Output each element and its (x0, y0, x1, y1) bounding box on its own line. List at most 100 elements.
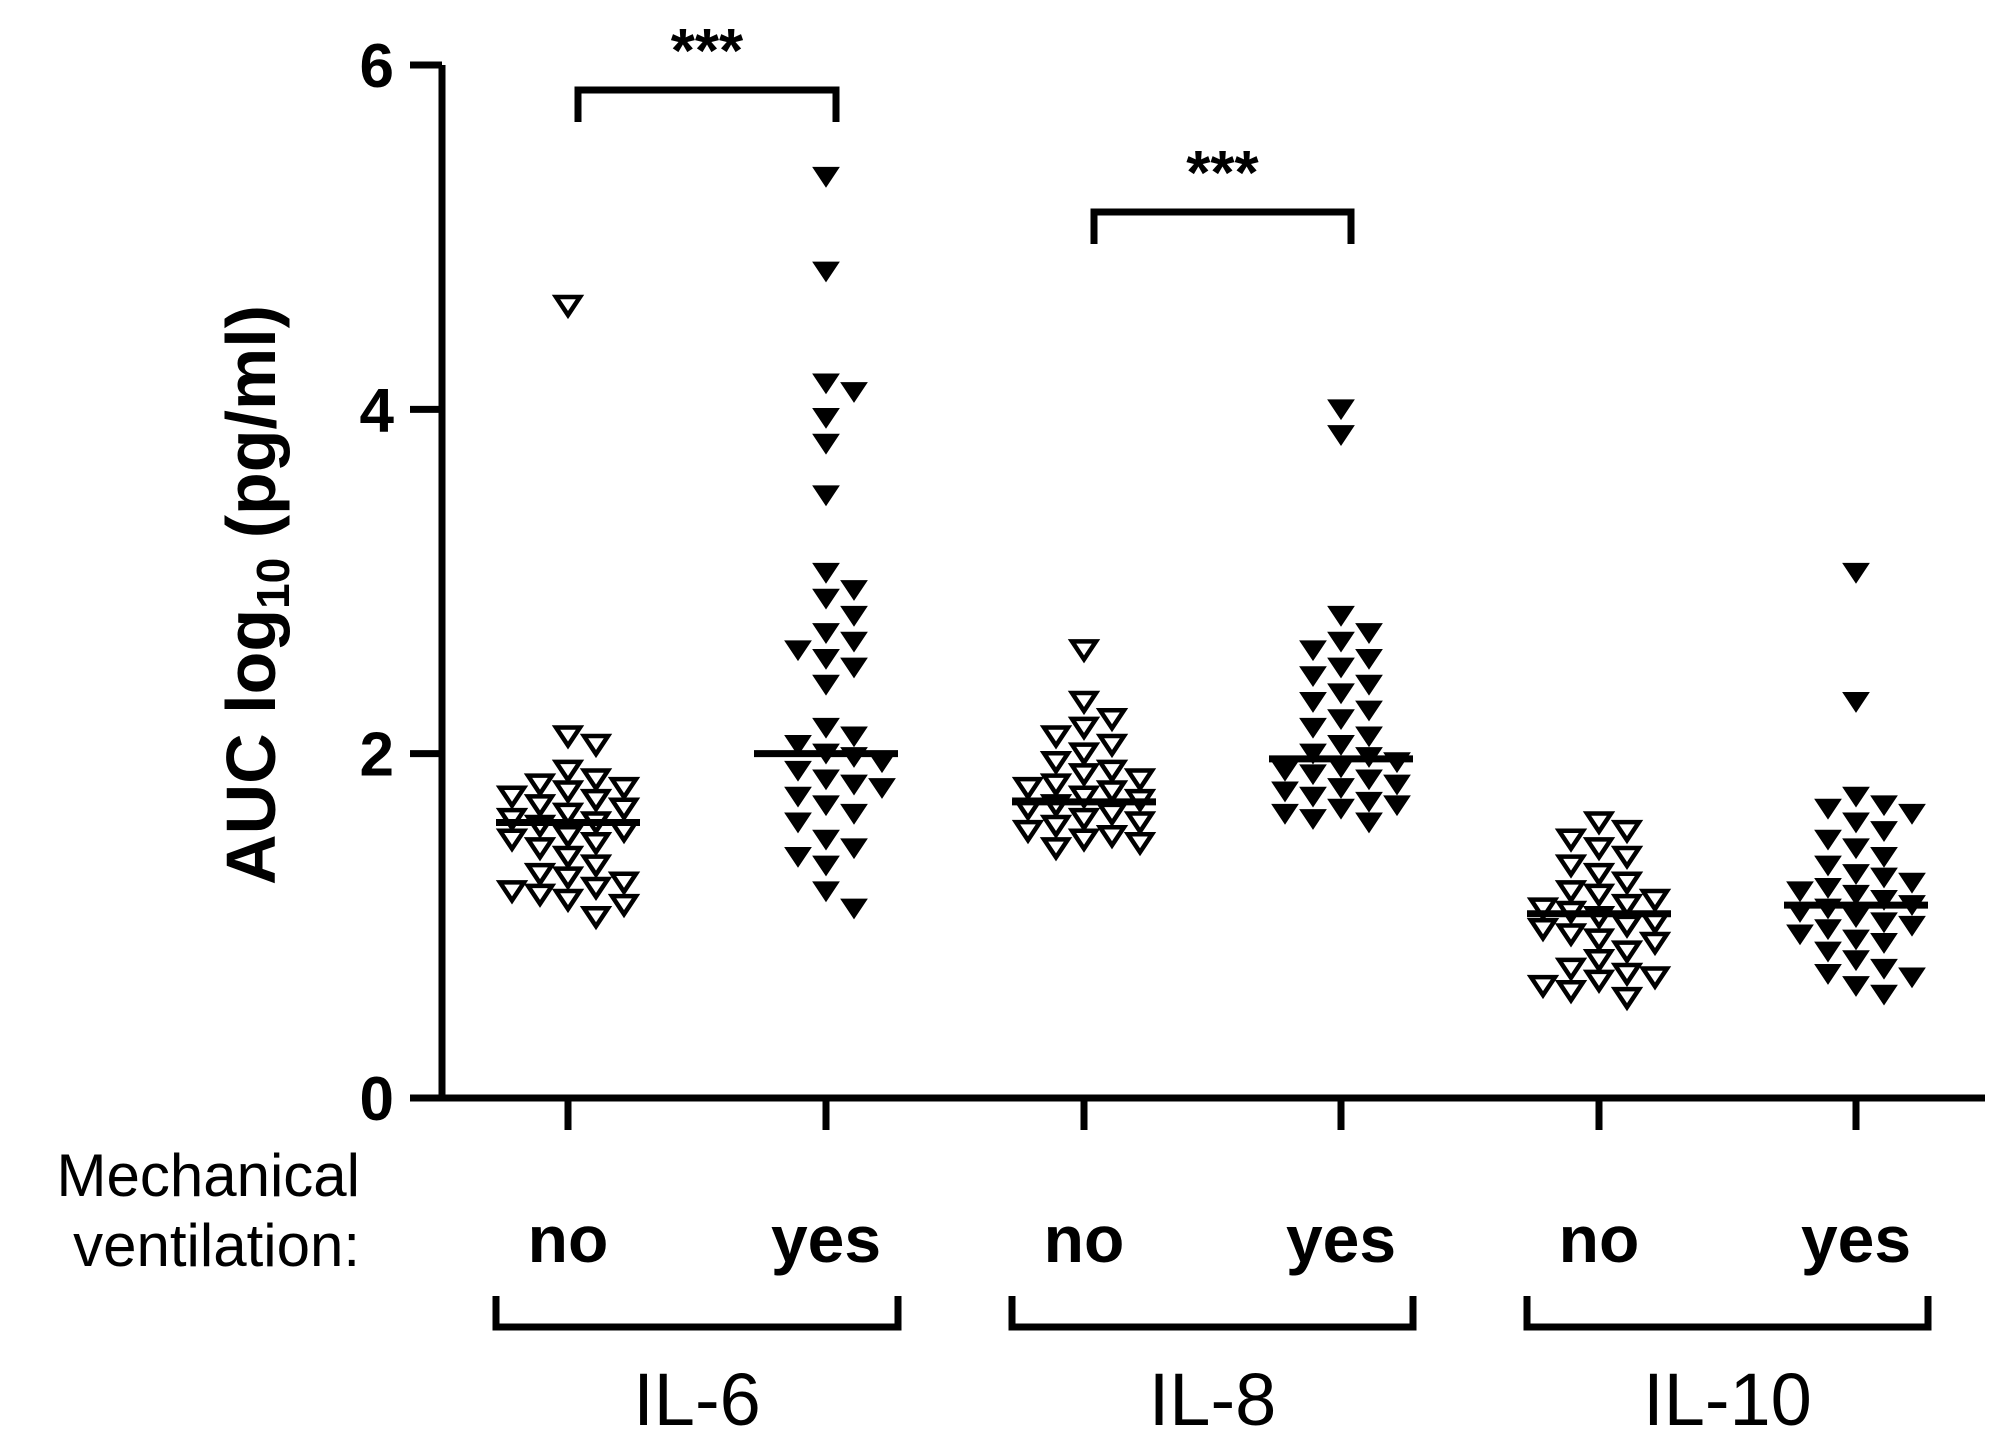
significance-stars: *** (671, 17, 744, 86)
legend-title-line2: ventilation: (73, 1212, 360, 1279)
filled-triangle-point (1842, 864, 1870, 885)
filled-triangle-point (812, 373, 840, 395)
group-labels: IL-6 IL-8 IL-10 (492, 1296, 1932, 1433)
open-triangle-point (1610, 986, 1644, 1012)
open-triangle-point (607, 797, 641, 822)
filled-triangle-point (1842, 692, 1870, 713)
open-triangle-point (579, 854, 613, 879)
open-triangle-point (1011, 819, 1045, 845)
open-triangle-point (1610, 893, 1644, 919)
group-bracket (1008, 1296, 1417, 1331)
filled-triangle-point (1870, 984, 1898, 1006)
group-bracket (492, 1296, 902, 1331)
open-triangle-point (579, 768, 613, 793)
filled-triangle-point (1327, 778, 1355, 799)
open-triangle-point (1554, 880, 1588, 905)
filled-triangle-point (1870, 795, 1898, 817)
filled-triangle-point (840, 382, 868, 403)
filled-triangle-point (812, 648, 840, 670)
open-triangle-point (1582, 862, 1616, 888)
filled-triangle-point (1299, 640, 1327, 662)
open-triangle-point (551, 780, 585, 805)
series-IL-8-no (1011, 639, 1157, 862)
open-triangle-point (1123, 768, 1157, 793)
filled-triangle-point (1786, 924, 1814, 946)
open-triangle-point (607, 776, 641, 802)
filled-triangle-point (1327, 683, 1355, 705)
filled-triangle-point (1814, 829, 1842, 851)
open-triangle-point (579, 831, 613, 857)
group-label: IL-10 (1643, 1358, 1812, 1433)
filled-triangle-point (1870, 933, 1898, 954)
y-tick-labels: 0 2 4 6 (360, 32, 395, 1134)
series-IL-6-no (495, 294, 641, 931)
filled-triangle-point (1355, 700, 1383, 722)
open-triangle-point (1067, 785, 1101, 810)
filled-triangle-point (1870, 867, 1898, 889)
open-triangle-point (551, 294, 585, 320)
filled-triangle-point (1299, 666, 1327, 687)
open-triangle-point (607, 893, 641, 919)
filled-triangle-point (784, 735, 812, 756)
filled-triangle-point (1814, 964, 1842, 985)
filled-triangle-point (1327, 709, 1355, 731)
open-triangle-point (1638, 966, 1672, 991)
filled-triangle-point (784, 812, 812, 834)
open-triangle-point (551, 802, 585, 827)
group-label: IL-8 (1149, 1358, 1277, 1433)
open-triangle-point (1123, 831, 1157, 857)
open-triangle-point (1095, 780, 1129, 805)
filled-triangle-point (812, 485, 840, 507)
open-triangle-point (607, 871, 641, 896)
open-triangle-point (579, 733, 613, 759)
filled-triangle-point (1327, 605, 1355, 627)
open-triangle-point (1067, 763, 1101, 788)
open-triangle-point (1554, 854, 1588, 879)
filled-triangle-point (784, 760, 812, 782)
filled-triangle-point (812, 881, 840, 903)
open-triangle-point (1610, 940, 1644, 965)
filled-triangle-point (784, 640, 812, 662)
filled-triangle-point (840, 803, 868, 825)
filled-triangle-point (812, 855, 840, 877)
filled-triangle-point (1814, 919, 1842, 941)
x-category-label: no (1559, 1202, 1640, 1276)
open-triangle-point (1039, 773, 1073, 798)
open-triangle-point (1067, 690, 1101, 716)
open-triangle-point (1582, 928, 1616, 953)
filled-triangle-point (840, 726, 868, 748)
x-category-label: yes (1801, 1202, 1911, 1276)
filled-triangle-point (1383, 795, 1411, 817)
open-triangle-point (551, 888, 585, 914)
filled-triangle-point (812, 588, 840, 610)
filled-triangle-point (1271, 781, 1299, 803)
open-triangle-point (1554, 828, 1588, 853)
open-triangle-point (1067, 742, 1101, 767)
open-triangle-point (579, 905, 613, 931)
open-triangle-point (523, 837, 557, 862)
open-triangle-point (1554, 957, 1588, 982)
filled-triangle-point (812, 433, 840, 455)
open-triangle-point (1123, 811, 1157, 836)
filled-triangle-point (1299, 717, 1327, 739)
open-triangle-point (1610, 819, 1644, 845)
filled-triangle-point (1842, 812, 1870, 834)
open-triangle-point (1067, 639, 1101, 664)
open-triangle-point (1039, 814, 1073, 840)
open-triangle-point (495, 828, 529, 853)
series-IL-6-yes (784, 166, 896, 920)
filled-triangle-point (1327, 399, 1355, 421)
filled-triangle-point (1355, 648, 1383, 670)
open-triangle-point (1638, 931, 1672, 957)
open-triangle-point (1039, 725, 1073, 750)
y-tick-label: 0 (360, 1065, 394, 1134)
y-tick-label: 6 (360, 32, 394, 101)
significance-brackets: *** *** (574, 17, 1355, 244)
filled-triangle-point (1898, 967, 1926, 989)
y-axis-label: AUC log10 (pg/ml) (212, 305, 299, 885)
filled-triangle-point (1842, 786, 1870, 808)
open-triangle-point (523, 862, 557, 888)
filled-triangle-point (1870, 912, 1898, 934)
open-triangle-point (1526, 897, 1560, 922)
